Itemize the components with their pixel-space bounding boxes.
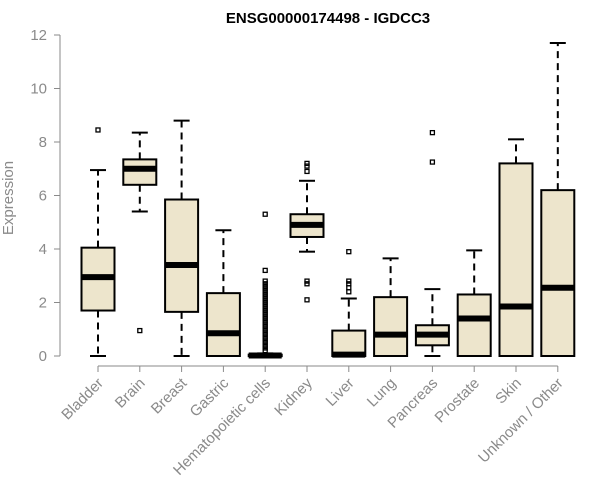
outlier-point bbox=[137, 327, 143, 334]
iqr-box bbox=[164, 198, 200, 313]
y-tick-label: 6 bbox=[39, 188, 47, 205]
outlier-point bbox=[304, 160, 310, 167]
outlier-point bbox=[262, 337, 268, 343]
outlier-point bbox=[304, 278, 310, 284]
outlier-point bbox=[262, 345, 268, 351]
x-tick-label: Skin bbox=[492, 375, 525, 408]
iqr-box bbox=[540, 189, 576, 357]
box-pancreas bbox=[414, 129, 450, 357]
box-hematopoietic-cells bbox=[247, 211, 283, 359]
outlier-point bbox=[304, 163, 310, 169]
outlier-point bbox=[262, 313, 268, 319]
outlier-point bbox=[346, 278, 352, 284]
y-tick-label: 10 bbox=[30, 81, 47, 98]
outlier-point bbox=[262, 329, 268, 335]
y-axis: 0 2 4 6 8 10 12 bbox=[30, 27, 61, 365]
box-kidney bbox=[289, 160, 325, 303]
outlier-point bbox=[262, 310, 268, 316]
outlier-point bbox=[262, 342, 268, 348]
outlier-point bbox=[304, 297, 310, 303]
x-tick-label: Prostate bbox=[431, 375, 483, 427]
x-tick-label: Kidney bbox=[271, 374, 316, 419]
y-axis-label: Expression bbox=[0, 161, 17, 235]
x-tick-label: Breast bbox=[148, 374, 191, 417]
y-tick-label: 2 bbox=[39, 295, 47, 312]
outlier-point bbox=[262, 281, 268, 287]
outlier-point bbox=[262, 318, 268, 324]
outlier-point bbox=[262, 326, 268, 332]
outlier-point bbox=[262, 307, 268, 314]
box-gastric bbox=[205, 229, 241, 358]
box-lung bbox=[373, 257, 409, 357]
outlier-point bbox=[304, 168, 310, 175]
outlier-point bbox=[262, 289, 268, 295]
outlier-point bbox=[262, 267, 268, 274]
box-bladder bbox=[80, 127, 116, 357]
outlier-point bbox=[346, 249, 352, 255]
iqr-box bbox=[122, 158, 158, 186]
outlier-point bbox=[262, 283, 268, 290]
x-tick-label: Brain bbox=[112, 375, 149, 412]
box-liver bbox=[331, 249, 367, 358]
iqr-box bbox=[498, 162, 534, 357]
outlier-point bbox=[95, 127, 101, 133]
y-tick-label: 12 bbox=[30, 27, 47, 44]
outlier-point bbox=[304, 281, 310, 287]
box-unknown-other bbox=[540, 42, 576, 357]
y-tick-label: 8 bbox=[39, 134, 47, 151]
outlier-point bbox=[262, 278, 268, 284]
outlier-point bbox=[429, 129, 436, 136]
x-tick-label: Liver bbox=[323, 375, 358, 410]
outlier-point bbox=[262, 331, 268, 338]
outlier-point bbox=[262, 286, 268, 292]
box-prostate bbox=[456, 249, 492, 358]
outlier-point bbox=[346, 281, 352, 287]
outlier-point bbox=[262, 302, 268, 308]
boxes-group bbox=[80, 42, 576, 359]
x-tick-label: Bladder bbox=[58, 375, 107, 424]
iqr-box bbox=[373, 296, 409, 357]
y-tick-label: 4 bbox=[39, 241, 47, 258]
outlier-point bbox=[262, 299, 268, 306]
outlier-point bbox=[262, 297, 268, 303]
box-skin bbox=[498, 138, 534, 357]
x-tick-label: Lung bbox=[364, 375, 400, 411]
outlier-point bbox=[262, 321, 268, 327]
outlier-point bbox=[262, 323, 268, 330]
y-tick-label: 0 bbox=[39, 348, 47, 365]
outlier-point bbox=[262, 315, 268, 322]
outlier-point bbox=[262, 291, 268, 298]
outlier-point bbox=[262, 334, 268, 340]
outlier-point bbox=[262, 305, 268, 311]
outlier-point bbox=[262, 211, 268, 217]
box-breast bbox=[164, 119, 200, 357]
outlier-point bbox=[429, 159, 436, 165]
outlier-point bbox=[262, 339, 268, 346]
outlier-point bbox=[262, 294, 268, 300]
iqr-box bbox=[205, 292, 241, 358]
chart-title: ENSG00000174498 - IGDCC3 bbox=[226, 10, 430, 27]
outlier-point bbox=[262, 347, 268, 354]
iqr-box bbox=[456, 293, 492, 358]
box-brain bbox=[122, 131, 158, 334]
